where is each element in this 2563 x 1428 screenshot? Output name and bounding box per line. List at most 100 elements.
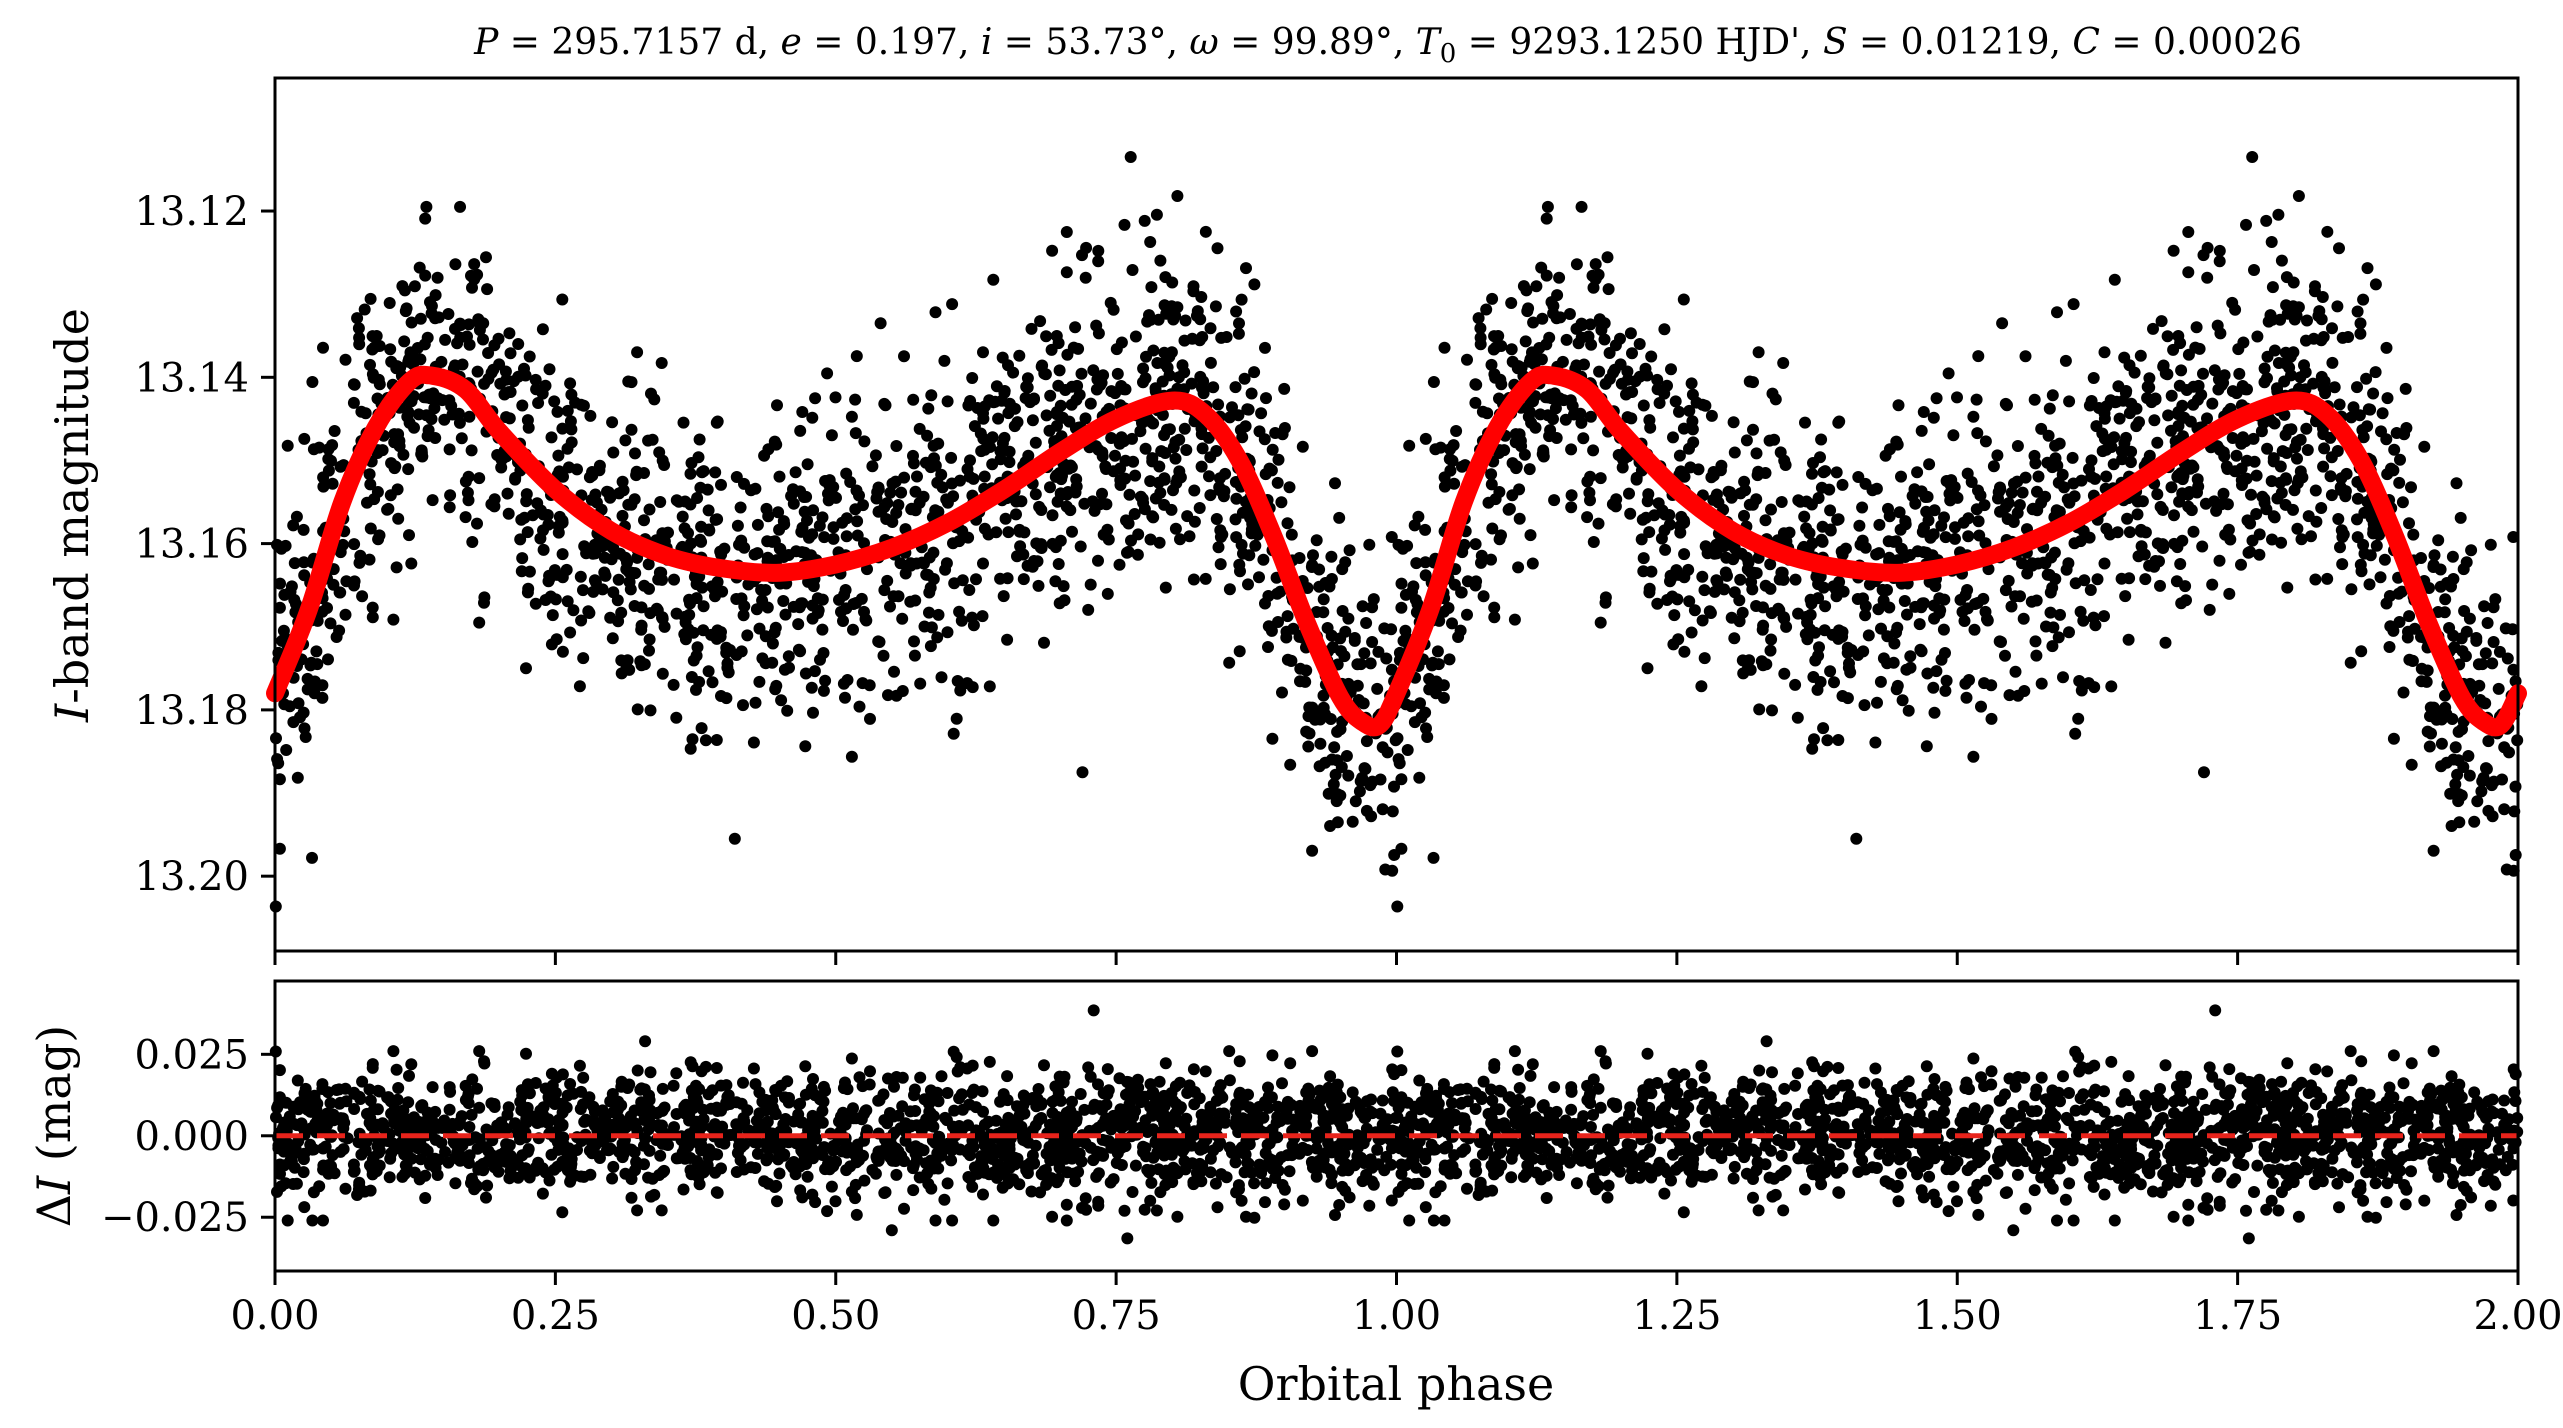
magnitude-data-point (615, 606, 628, 619)
magnitude-data-point (1877, 594, 1890, 607)
residual-data-point (2432, 1170, 2445, 1183)
magnitude-data-point (419, 269, 432, 282)
magnitude-data-point (2347, 401, 2360, 414)
magnitude-data-point (1314, 737, 1327, 750)
magnitude-data-point (816, 623, 829, 636)
magnitude-data-point (667, 678, 680, 691)
magnitude-data-point (1678, 645, 1691, 658)
magnitude-data-point (870, 492, 883, 505)
magnitude-data-point (1301, 582, 1314, 594)
magnitude-data-point (2190, 321, 2203, 334)
magnitude-data-point (710, 734, 723, 746)
magnitude-data-point (849, 427, 862, 440)
magnitude-data-point (1223, 411, 1236, 424)
magnitude-data-point (1832, 734, 1845, 746)
magnitude-data-point (1598, 333, 1611, 346)
magnitude-data-point (285, 580, 298, 593)
magnitude-data-point (1276, 686, 1288, 699)
magnitude-data-point (1527, 316, 1540, 329)
magnitude-data-point (1485, 468, 1498, 481)
magnitude-data-point (1331, 754, 1343, 767)
residual-data-point (2369, 1177, 2382, 1190)
magnitude-data-point (465, 444, 478, 457)
magnitude-data-point (1672, 633, 1685, 646)
magnitude-data-point (998, 431, 1011, 444)
residual-data-point (1753, 1064, 1766, 1077)
magnitude-data-point (693, 433, 706, 446)
magnitude-data-point (799, 740, 812, 753)
magnitude-data-point (755, 583, 768, 596)
magnitude-data-point (1565, 501, 1578, 514)
magnitude-data-point (1017, 573, 1030, 586)
magnitude-data-point (2185, 504, 2198, 517)
magnitude-data-point (1109, 449, 1121, 462)
magnitude-data-point (1481, 407, 1494, 420)
magnitude-data-point (1378, 622, 1391, 635)
magnitude-data-point (2387, 624, 2400, 637)
magnitude-data-point (851, 529, 864, 542)
residual-data-point (2381, 1177, 2394, 1190)
magnitude-data-point (650, 602, 663, 615)
magnitude-data-point (2123, 526, 2136, 539)
magnitude-data-point (932, 608, 945, 621)
magnitude-data-point (326, 477, 339, 490)
magnitude-data-point (1141, 315, 1154, 328)
magnitude-data-point (720, 641, 733, 654)
magnitude-data-point (1444, 464, 1457, 477)
magnitude-data-point (1060, 266, 1073, 279)
residual-data-point (938, 1193, 951, 1206)
magnitude-data-point (2364, 403, 2377, 416)
magnitude-data-point (1938, 511, 1950, 524)
magnitude-data-point (1194, 313, 1207, 326)
magnitude-data-point (1833, 415, 1846, 428)
magnitude-data-point (560, 563, 573, 576)
magnitude-data-point (529, 373, 542, 386)
magnitude-data-point (1811, 683, 1824, 696)
magnitude-data-point (1560, 333, 1573, 346)
magnitude-data-point (537, 508, 550, 521)
magnitude-data-point (1395, 773, 1408, 786)
magnitude-data-point (2261, 372, 2273, 385)
magnitude-data-point (1215, 331, 1228, 344)
magnitude-data-point (1549, 402, 1562, 415)
magnitude-data-point (2159, 636, 2172, 649)
magnitude-data-point (1376, 741, 1389, 754)
magnitude-data-point (2315, 313, 2328, 326)
magnitude-data-point (907, 457, 920, 470)
magnitude-data-point (1956, 605, 1969, 618)
magnitude-data-point (1759, 579, 1772, 592)
magnitude-data-point (2328, 381, 2341, 394)
residual-data-point (1403, 1214, 1416, 1227)
magnitude-data-point (2315, 334, 2328, 347)
magnitude-data-point (1001, 633, 1014, 646)
magnitude-data-point (2489, 593, 2502, 606)
magnitude-data-point (845, 410, 858, 423)
magnitude-data-point (760, 502, 773, 515)
magnitude-data-point (1082, 603, 1095, 616)
magnitude-data-point (2393, 616, 2406, 628)
magnitude-data-point (708, 583, 721, 596)
magnitude-data-point (2119, 386, 2132, 399)
magnitude-outlier-point (1124, 150, 1137, 163)
residual-data-point (619, 1167, 632, 1180)
magnitude-data-point (2468, 815, 2481, 828)
magnitude-data-point (951, 675, 964, 687)
magnitude-data-point (443, 501, 456, 514)
magnitude-data-point (1540, 269, 1553, 282)
magnitude-data-point (2440, 756, 2453, 769)
magnitude-data-point (1480, 303, 1493, 316)
magnitude-data-point (2108, 273, 2121, 286)
magnitude-data-point (2043, 402, 2056, 415)
magnitude-data-point (1690, 396, 1703, 409)
magnitude-data-point (841, 674, 854, 686)
magnitude-data-point (1919, 491, 1932, 503)
residual-data-point (2281, 1057, 2294, 1070)
magnitude-data-point (753, 622, 766, 635)
magnitude-data-point (1705, 409, 1718, 422)
magnitude-data-point (2165, 424, 2177, 437)
magnitude-data-point (1743, 654, 1756, 667)
magnitude-data-point (1094, 379, 1107, 392)
magnitude-data-point (2287, 276, 2300, 289)
magnitude-data-point (1667, 431, 1679, 444)
magnitude-data-point (1641, 495, 1654, 508)
